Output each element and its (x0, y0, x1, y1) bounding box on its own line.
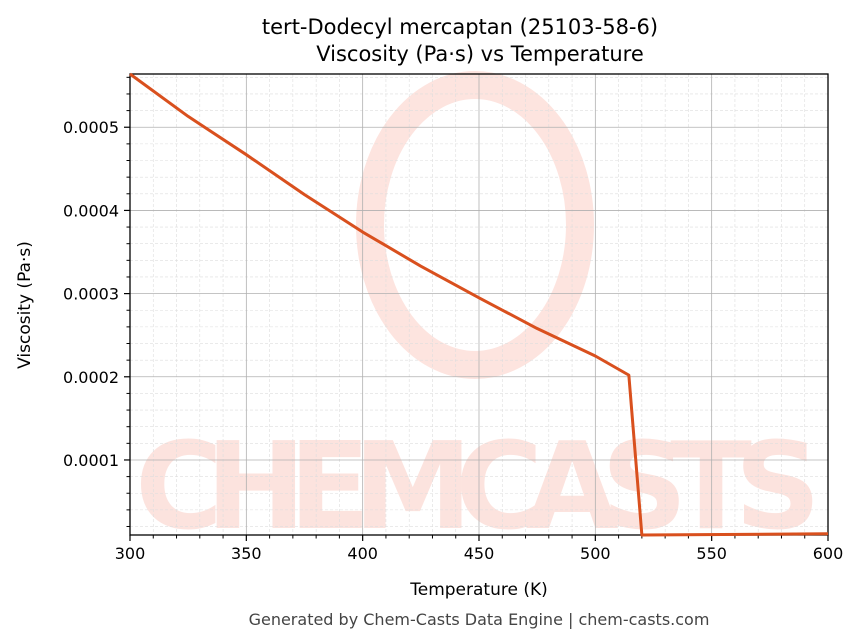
footer-credit: Generated by Chem-Casts Data Engine | ch… (249, 610, 710, 629)
y-tick-label: 0.0002 (63, 368, 119, 387)
watermark-text: CHEMCASTS (135, 418, 825, 557)
x-tick-label: 300 (115, 544, 146, 563)
chemcasts-watermark: CHEMCASTS (135, 71, 825, 557)
x-axis-label: Temperature (K) (409, 580, 548, 600)
y-tick-label: 0.0001 (63, 451, 119, 470)
plot-frame (129, 73, 829, 536)
chart-title-line-2: Viscosity (Pa·s) vs Temperature (316, 42, 644, 66)
chart-title-line-1: tert-Dodecyl mercaptan (25103-58-6) (262, 15, 658, 39)
x-tick-label: 550 (696, 544, 727, 563)
x-tick-label: 400 (347, 544, 378, 563)
y-tick-label: 0.0005 (63, 118, 119, 137)
x-tick-label: 350 (231, 544, 262, 563)
y-axis-label: Viscosity (Pa·s) (15, 241, 35, 369)
x-tick-label: 600 (813, 544, 844, 563)
x-tick-label: 450 (464, 544, 495, 563)
y-tick-label: 0.0004 (63, 201, 119, 220)
y-tick-label: 0.0003 (63, 285, 119, 304)
viscosity-line (129, 72, 829, 537)
x-tick-label: 500 (580, 544, 611, 563)
